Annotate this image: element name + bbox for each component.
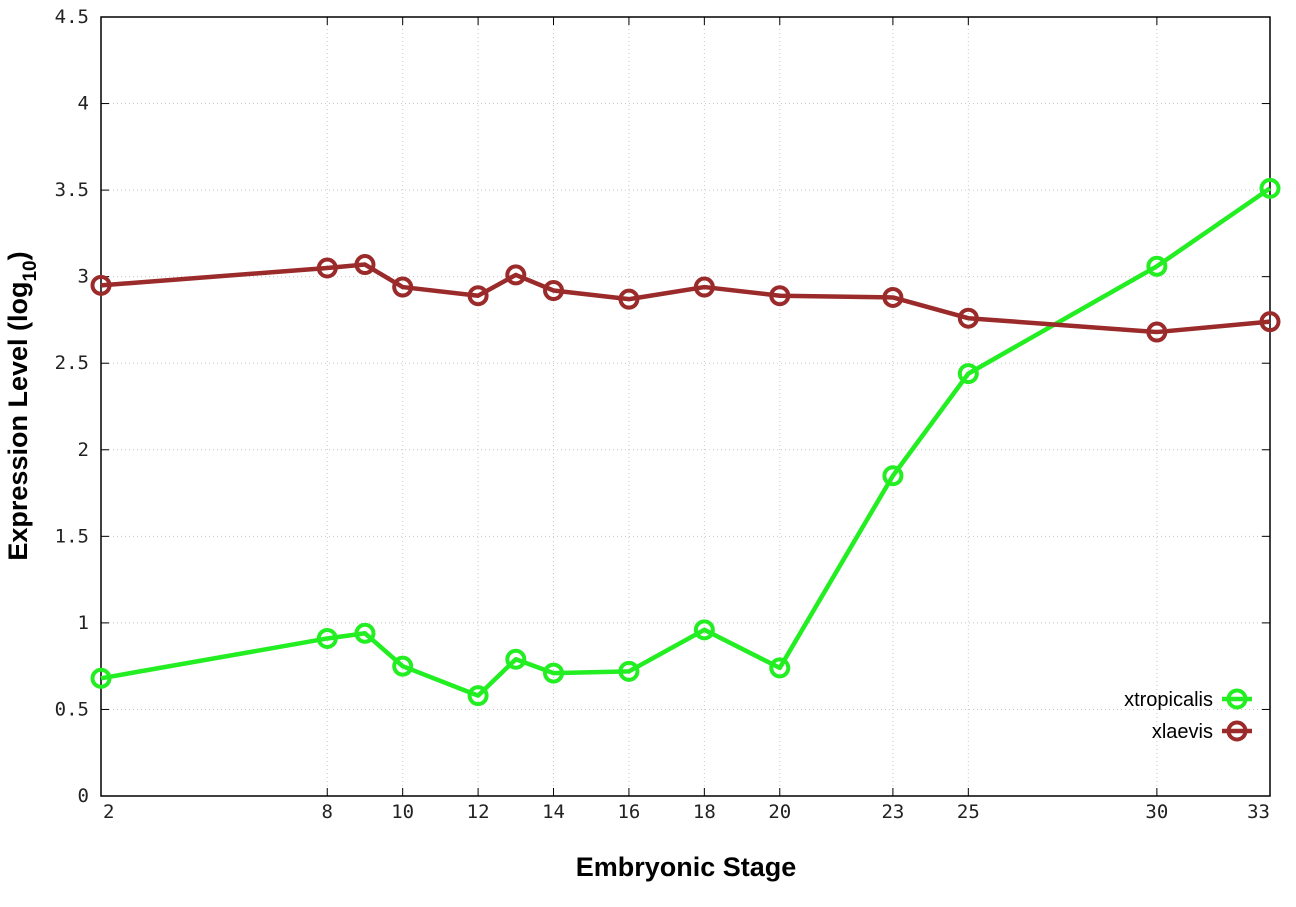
y-tick-label: 0 <box>78 785 89 807</box>
data-point <box>467 685 489 707</box>
x-tick-label: 30 <box>1145 801 1168 823</box>
y-axis-title: Expression Level (log10) <box>3 251 41 560</box>
series-xlaevis <box>90 254 1281 343</box>
data-point <box>543 662 565 684</box>
data-point <box>693 619 715 641</box>
y-tick-label: 1 <box>78 612 89 634</box>
x-tick-label: 10 <box>391 801 414 823</box>
data-point <box>1146 255 1168 277</box>
data-point <box>769 285 791 307</box>
y-tick-label: 4.5 <box>55 6 89 28</box>
x-tick-label: 8 <box>322 801 333 823</box>
plot-frame <box>100 16 1271 797</box>
data-point <box>1259 311 1281 333</box>
legend-item: xlaevis <box>1152 720 1252 743</box>
y-axis-title-end: ) <box>3 251 33 260</box>
y-tick-label: 1.5 <box>55 525 89 547</box>
data-point <box>316 627 338 649</box>
x-axis-title: Embryonic Stage <box>576 852 797 882</box>
x-tick-label: 14 <box>542 801 565 823</box>
series <box>90 177 1281 707</box>
series-xtropicalis <box>90 177 1281 707</box>
data-point <box>957 363 979 385</box>
data-point <box>505 264 527 286</box>
y-tick-label: 2.5 <box>55 352 89 374</box>
x-tick-label: 20 <box>768 801 791 823</box>
data-point <box>693 276 715 298</box>
y-tick-label: 4 <box>78 93 89 115</box>
data-point <box>1259 177 1281 199</box>
x-tick-label: 33 <box>1247 801 1270 823</box>
data-point <box>618 660 640 682</box>
data-point <box>882 465 904 487</box>
data-point <box>957 307 979 329</box>
x-tick-label: 23 <box>881 801 904 823</box>
data-point <box>90 274 112 296</box>
x-tick-label: 16 <box>617 801 640 823</box>
legend-label: xtropicalis <box>1124 689 1213 711</box>
legend-label: xlaevis <box>1152 721 1213 743</box>
y-tick-label: 3.5 <box>55 179 89 201</box>
series-line <box>100 186 1272 698</box>
data-point <box>618 288 640 310</box>
data-point <box>354 254 376 276</box>
y-tick-label: 3 <box>78 266 89 288</box>
y-axis-title-main: Expression Level (log <box>3 282 33 561</box>
data-point <box>543 280 565 302</box>
series-line <box>100 262 1271 335</box>
y-tick-label: 0.5 <box>55 698 89 720</box>
legend-marker <box>1226 688 1248 710</box>
x-tick-label: 18 <box>693 801 716 823</box>
y-tick-label: 2 <box>78 439 89 461</box>
legend: xtropicalis xlaevis <box>1124 688 1252 743</box>
y-axis-title-subscript: 10 <box>20 260 41 281</box>
axis-ticks: 0 0.5 1 1.5 2 2.5 3 3.5 4 4.5 2 8 10 12 14 16 18 20 23 25 30… <box>55 6 1271 823</box>
grid <box>101 17 1270 796</box>
data-point <box>392 655 414 677</box>
data-point <box>392 276 414 298</box>
data-point <box>882 286 904 308</box>
data-point <box>769 657 791 679</box>
x-tick-label: 25 <box>957 801 980 823</box>
data-point <box>467 285 489 307</box>
x-tick-label: 12 <box>467 801 490 823</box>
data-point <box>505 648 527 670</box>
legend-item: xtropicalis <box>1124 688 1252 711</box>
data-point <box>316 257 338 279</box>
x-tick-label: 2 <box>103 801 114 823</box>
data-point <box>90 667 112 689</box>
data-point <box>1146 321 1168 343</box>
data-point <box>354 622 376 644</box>
legend-marker <box>1226 720 1248 742</box>
